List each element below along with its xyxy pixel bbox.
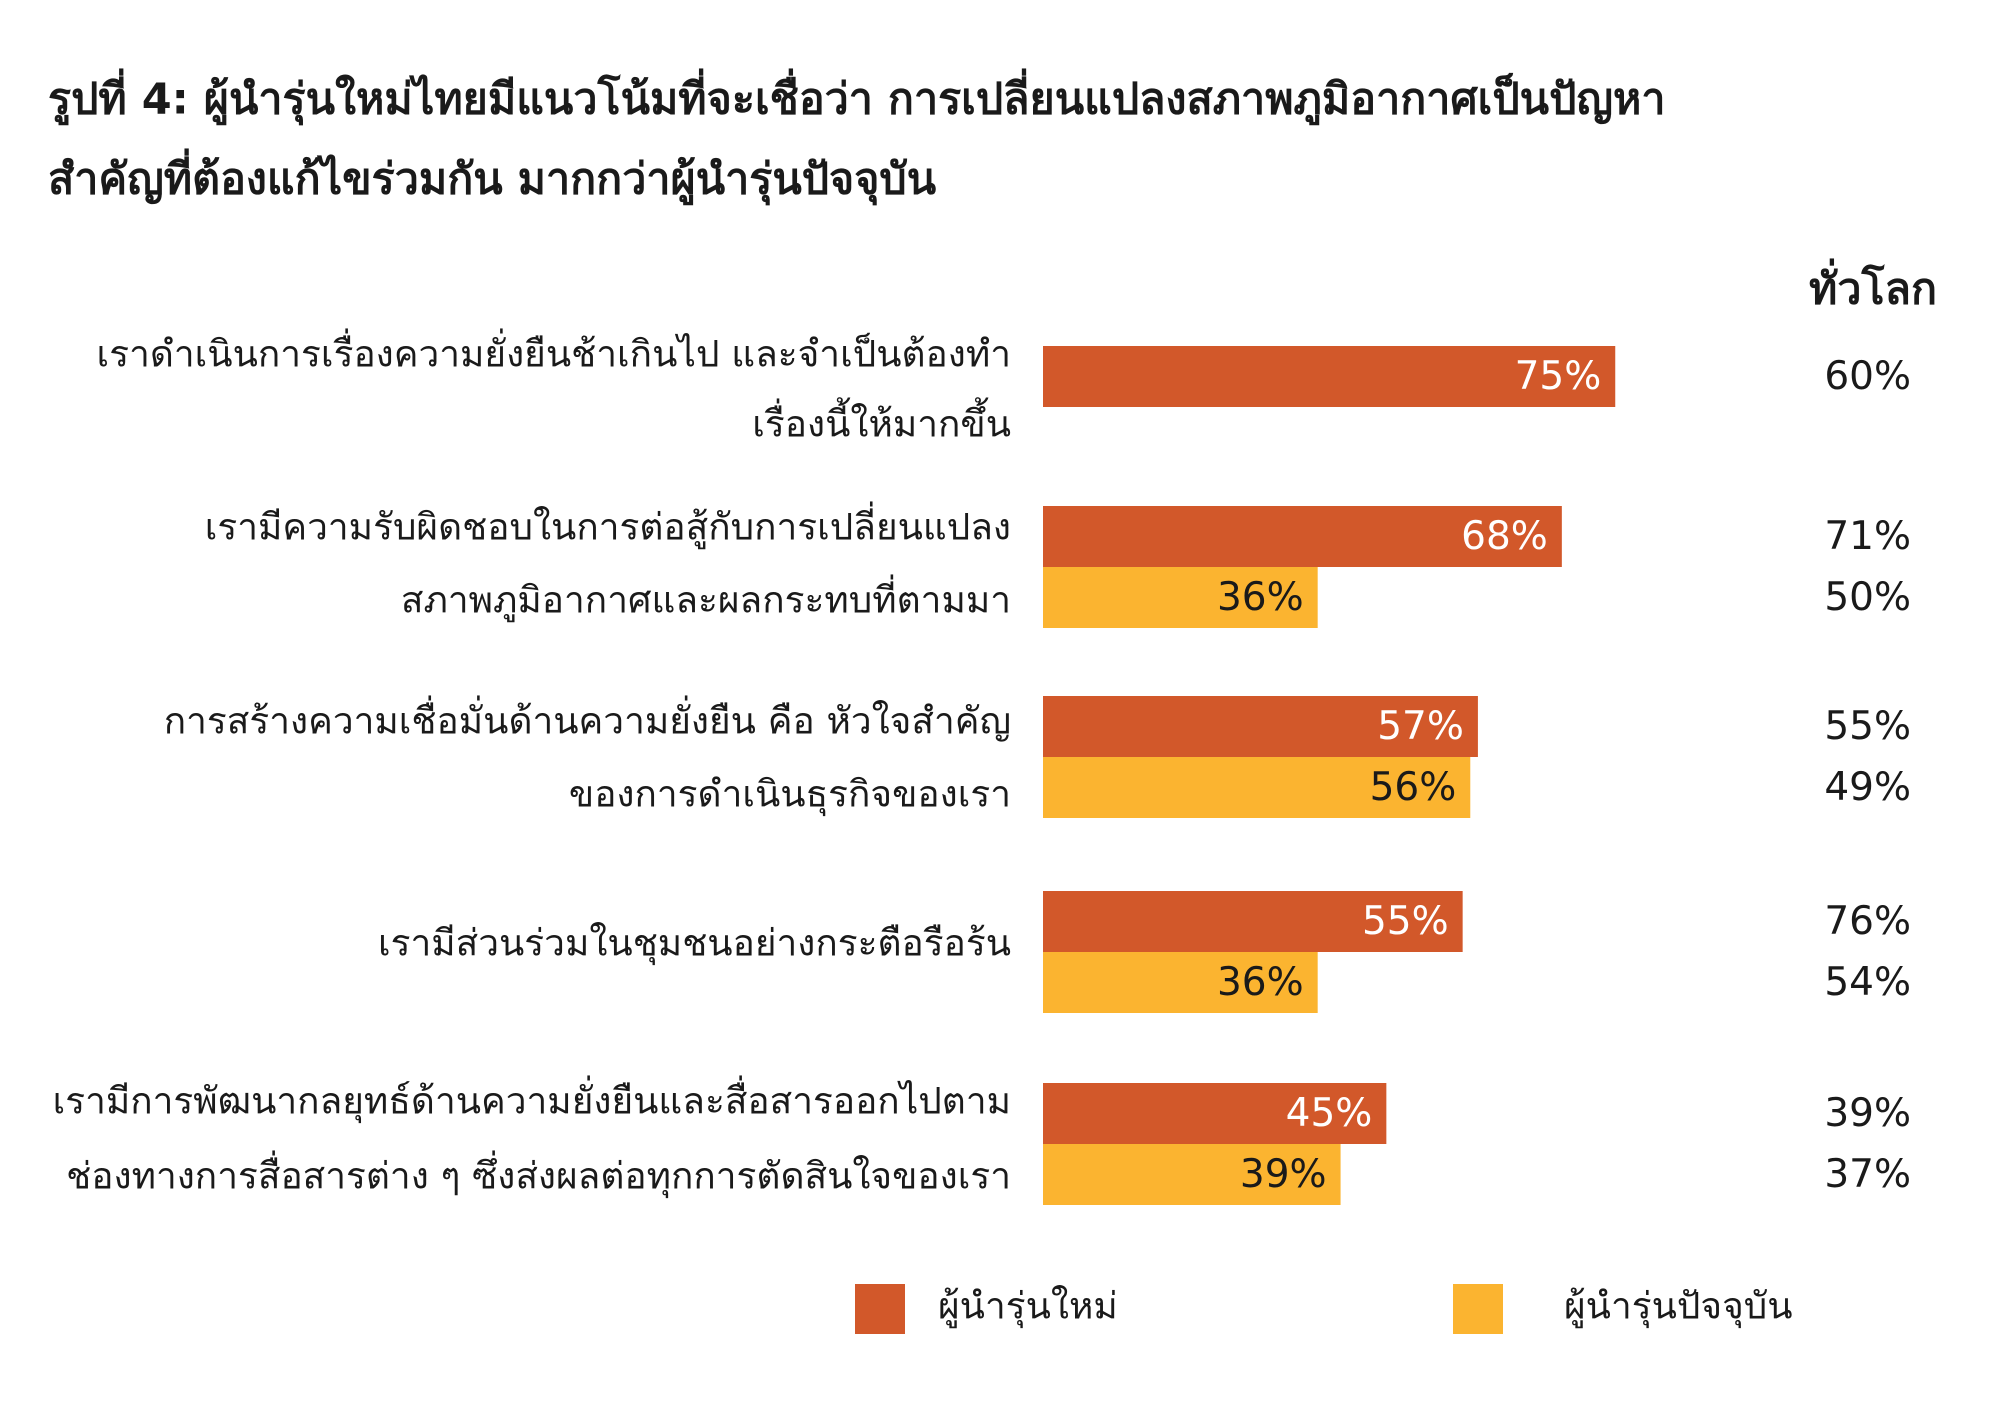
category-label: เรามีความรับผิดชอบในการต่อสู้กับการเปลี่…	[205, 501, 1011, 550]
bar	[1043, 506, 1562, 567]
bar	[1043, 696, 1478, 757]
bar	[1043, 757, 1471, 818]
legend-label: ผู้นำรุ่นปัจจุบัน	[1564, 1285, 1793, 1329]
data-label: 39%	[1240, 1152, 1327, 1197]
category-label: เราดำเนินการเรื่องความยั่งยืนช้าเกินไป แ…	[97, 328, 1011, 376]
bar	[1043, 1144, 1341, 1205]
category-label: ช่องทางการสื่อสารต่าง ๆ ซึ่งส่งผลต่อทุกก…	[66, 1150, 1011, 1199]
bar	[1043, 1083, 1387, 1144]
global-value: 54%	[1824, 960, 1911, 1005]
data-label: 75%	[1515, 354, 1602, 399]
global-value: 37%	[1824, 1152, 1911, 1197]
data-label: 45%	[1286, 1091, 1373, 1136]
legend-swatch	[855, 1284, 905, 1334]
global-value: 55%	[1824, 704, 1911, 749]
global-value: 60%	[1824, 354, 1911, 399]
data-label: 57%	[1377, 704, 1464, 749]
category-label: เรามีการพัฒนากลยุทธ์ด้านความยั่งยืนและสื…	[53, 1075, 1011, 1124]
bar	[1043, 891, 1463, 952]
global-value: 71%	[1824, 514, 1911, 559]
data-label: 36%	[1217, 960, 1304, 1005]
global-value: 49%	[1824, 765, 1911, 810]
global-value: 50%	[1824, 575, 1911, 620]
data-label: 36%	[1217, 575, 1304, 620]
data-label: 55%	[1362, 899, 1449, 944]
category-label: เรื่องนี้ให้มากขึ้น	[752, 397, 1011, 446]
global-value: 39%	[1824, 1091, 1911, 1136]
bar	[1043, 346, 1616, 407]
category-label: ของการดำเนินธุรกิจของเรา	[569, 773, 1011, 817]
bar	[1043, 567, 1318, 628]
chart-title: สำคัญที่ต้องแก้ไขร่วมกัน มากกว่าผู้นำรุ่…	[48, 149, 937, 207]
global-value: 76%	[1824, 899, 1911, 944]
chart-title: รูปที่ 4: ผู้นำรุ่นใหม่ไทยมีแนวโน้มที่จะ…	[48, 69, 1666, 127]
category-label: เรามีส่วนร่วมในชุมชนอย่างกระตือรือร้น	[378, 922, 1011, 966]
column-header: ทั่วโลก	[1809, 259, 1937, 315]
legend-swatch	[1453, 1284, 1503, 1334]
category-label: การสร้างความเชื่อมั่นด้านความยั่งยืน คือ…	[164, 695, 1011, 743]
legend-label: ผู้นำรุ่นใหม่	[938, 1285, 1118, 1329]
data-label: 68%	[1461, 514, 1548, 559]
data-label: 56%	[1370, 765, 1457, 810]
bar	[1043, 952, 1318, 1013]
category-label: สภาพภูมิอากาศและผลกระทบที่ตามมา	[401, 574, 1011, 623]
